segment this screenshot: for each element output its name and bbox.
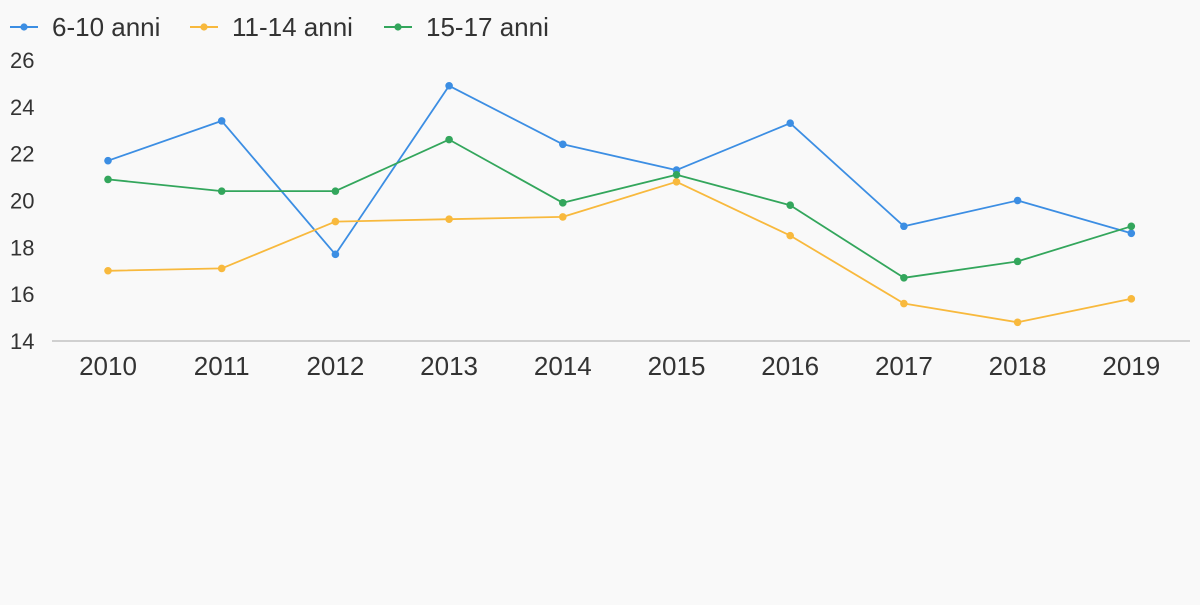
legend-item[interactable]: 11-14 anni — [190, 12, 353, 42]
data-point[interactable] — [1127, 229, 1136, 238]
legend-label: 11-14 anni — [232, 12, 353, 42]
data-point[interactable] — [786, 119, 794, 128]
data-point[interactable] — [331, 250, 340, 259]
data-point[interactable] — [1127, 222, 1136, 231]
data-point[interactable] — [900, 299, 908, 308]
y-tick-label: 16 — [10, 282, 34, 307]
x-tick-label: 2013 — [420, 351, 478, 381]
legend-label: 15-17 anni — [426, 12, 549, 42]
data-point[interactable] — [1127, 295, 1136, 303]
legend: 6-10 anni 11-14 anni 15-17 anni — [10, 12, 549, 42]
x-axis: 2010 2011 2012 2013 2014 2015 2016 2017 2018 2019 — [52, 340, 1190, 381]
data-point[interactable] — [104, 175, 112, 184]
legend-dot-marker — [394, 23, 402, 31]
data-point[interactable] — [559, 213, 567, 221]
data-point[interactable] — [1013, 318, 1022, 327]
series-line — [107, 180, 1132, 324]
data-point[interactable] — [331, 187, 340, 195]
x-tick-label: 2018 — [989, 351, 1047, 381]
x-tick-label: 2012 — [306, 351, 364, 381]
plot-area — [104, 81, 1136, 327]
data-point[interactable] — [445, 215, 453, 224]
data-point[interactable] — [900, 273, 908, 282]
y-tick-label: 14 — [10, 329, 34, 354]
legend-dot-marker — [20, 23, 28, 31]
data-point[interactable] — [445, 81, 453, 90]
data-point[interactable] — [559, 199, 567, 207]
x-tick-label: 2010 — [79, 351, 137, 381]
x-tick-label: 2019 — [1102, 351, 1160, 381]
data-point[interactable] — [786, 201, 794, 209]
legend-label: 6-10 anni — [52, 12, 160, 42]
data-point[interactable] — [672, 170, 681, 179]
data-point[interactable] — [217, 117, 226, 125]
data-point[interactable] — [104, 156, 112, 165]
y-tick-label: 18 — [10, 235, 34, 260]
data-point[interactable] — [217, 264, 226, 273]
data-point[interactable] — [672, 177, 681, 186]
x-tick-label: 2015 — [648, 351, 706, 381]
series-line — [107, 138, 1132, 279]
x-tick-label: 2011 — [194, 351, 250, 381]
legend-item[interactable]: 15-17 anni — [384, 12, 549, 42]
legend-dot-marker — [200, 23, 208, 31]
y-tick-label: 24 — [10, 95, 34, 120]
x-tick-label: 2016 — [761, 351, 819, 381]
data-point[interactable] — [900, 222, 908, 231]
y-tick-label: 26 — [10, 48, 34, 73]
series — [104, 177, 1136, 327]
series — [104, 135, 1136, 282]
data-point[interactable] — [104, 266, 112, 275]
series — [104, 81, 1136, 259]
data-point[interactable] — [445, 135, 453, 144]
y-tick-label: 22 — [10, 142, 34, 167]
data-point[interactable] — [1013, 196, 1022, 205]
data-point[interactable] — [331, 217, 340, 226]
y-axis: 14 16 18 20 22 24 26 — [10, 48, 34, 354]
data-point[interactable] — [1013, 257, 1022, 266]
x-tick-label: 2014 — [534, 351, 592, 381]
data-point[interactable] — [786, 231, 794, 240]
y-tick-label: 20 — [10, 189, 34, 214]
data-point[interactable] — [217, 187, 226, 195]
x-tick-label: 2017 — [875, 351, 933, 381]
series-line — [107, 84, 1132, 256]
legend-item[interactable]: 6-10 anni — [10, 12, 160, 42]
data-point[interactable] — [559, 140, 567, 149]
